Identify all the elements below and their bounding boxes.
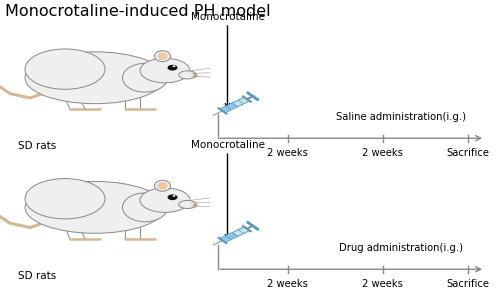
- Ellipse shape: [179, 200, 196, 209]
- Circle shape: [172, 65, 176, 67]
- Text: 2 weeks: 2 weeks: [267, 279, 308, 288]
- Ellipse shape: [25, 49, 105, 89]
- Ellipse shape: [154, 51, 170, 62]
- Text: Monocrotaline: Monocrotaline: [190, 140, 264, 150]
- Ellipse shape: [25, 181, 165, 233]
- Text: Monocrotaline: Monocrotaline: [190, 12, 264, 22]
- Text: Drug administration(i.g.): Drug administration(i.g.): [339, 243, 463, 253]
- Ellipse shape: [122, 63, 168, 92]
- Text: Sacrifice: Sacrifice: [446, 279, 489, 288]
- Ellipse shape: [25, 179, 105, 219]
- Polygon shape: [222, 233, 238, 241]
- Text: SD rats: SD rats: [18, 271, 57, 281]
- Ellipse shape: [25, 52, 165, 104]
- Text: SD rats: SD rats: [18, 141, 57, 151]
- Ellipse shape: [158, 52, 168, 60]
- Ellipse shape: [140, 58, 190, 83]
- Ellipse shape: [179, 71, 196, 79]
- Text: 2 weeks: 2 weeks: [267, 148, 308, 158]
- Circle shape: [168, 194, 177, 200]
- Circle shape: [172, 195, 176, 197]
- Text: 2 weeks: 2 weeks: [362, 279, 403, 288]
- Text: Sacrifice: Sacrifice: [446, 148, 489, 158]
- Polygon shape: [220, 97, 250, 113]
- Polygon shape: [220, 227, 250, 242]
- Ellipse shape: [158, 182, 168, 190]
- Polygon shape: [222, 103, 238, 112]
- Ellipse shape: [140, 188, 190, 212]
- Circle shape: [168, 65, 177, 71]
- Text: 2 weeks: 2 weeks: [362, 148, 403, 158]
- Ellipse shape: [154, 180, 170, 191]
- Text: Saline administration(i.g.): Saline administration(i.g.): [336, 112, 466, 122]
- Text: Monocrotaline-induced PH model: Monocrotaline-induced PH model: [5, 4, 270, 19]
- Ellipse shape: [122, 193, 168, 222]
